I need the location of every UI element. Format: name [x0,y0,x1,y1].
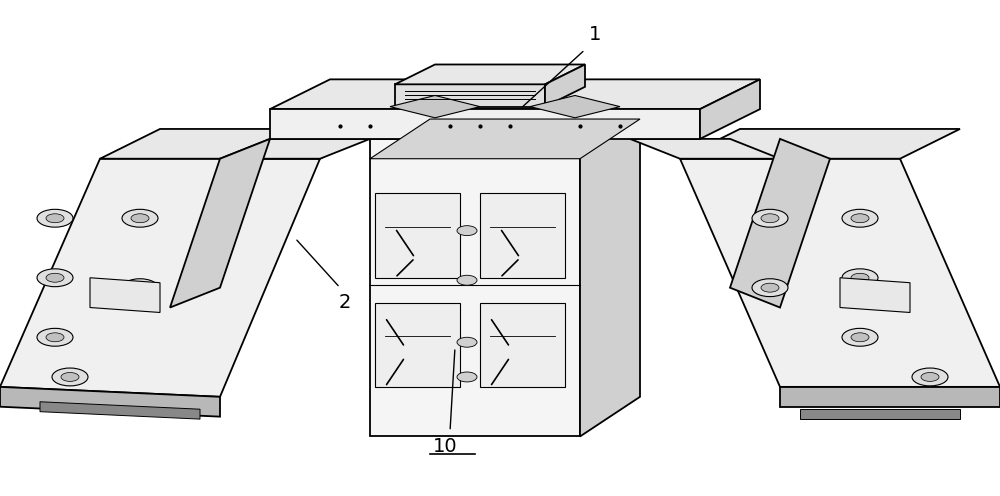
Circle shape [921,372,939,381]
Polygon shape [580,99,640,436]
Polygon shape [545,64,585,107]
Circle shape [37,269,73,287]
Circle shape [46,273,64,282]
Circle shape [851,214,869,223]
Circle shape [37,328,73,346]
Text: 2: 2 [339,293,351,312]
Circle shape [457,337,477,347]
Circle shape [61,372,79,381]
Circle shape [912,368,948,386]
Polygon shape [680,129,960,159]
Text: 1: 1 [589,25,601,44]
Circle shape [752,209,788,227]
Circle shape [761,283,779,292]
Circle shape [842,269,878,287]
Polygon shape [480,303,565,387]
Polygon shape [370,99,640,139]
Circle shape [52,368,88,386]
Polygon shape [530,95,620,118]
Circle shape [842,209,878,227]
Circle shape [46,214,64,223]
Circle shape [842,328,878,346]
Polygon shape [370,139,580,436]
Polygon shape [100,129,380,159]
Text: 10: 10 [433,437,457,456]
Circle shape [851,333,869,342]
Polygon shape [90,278,160,312]
Polygon shape [780,387,1000,407]
Polygon shape [375,303,460,387]
Circle shape [122,209,158,227]
Polygon shape [730,139,830,308]
Polygon shape [800,409,960,419]
Polygon shape [220,139,370,159]
Polygon shape [840,278,910,312]
Circle shape [457,226,477,236]
Circle shape [752,279,788,297]
Circle shape [457,372,477,382]
Polygon shape [375,193,460,278]
Circle shape [46,333,64,342]
Polygon shape [370,119,640,159]
Polygon shape [0,387,220,417]
Circle shape [37,209,73,227]
Circle shape [761,214,779,223]
Circle shape [131,214,149,223]
Polygon shape [170,139,270,308]
Polygon shape [480,193,565,278]
Polygon shape [395,64,585,84]
Polygon shape [700,79,760,139]
Polygon shape [390,95,480,118]
Circle shape [122,279,158,297]
Circle shape [457,275,477,285]
Polygon shape [0,159,320,397]
Polygon shape [630,139,780,159]
Polygon shape [680,159,1000,387]
Circle shape [851,273,869,282]
Polygon shape [270,109,700,139]
Circle shape [131,283,149,292]
Polygon shape [270,79,760,109]
Polygon shape [40,402,200,419]
Polygon shape [395,84,545,107]
